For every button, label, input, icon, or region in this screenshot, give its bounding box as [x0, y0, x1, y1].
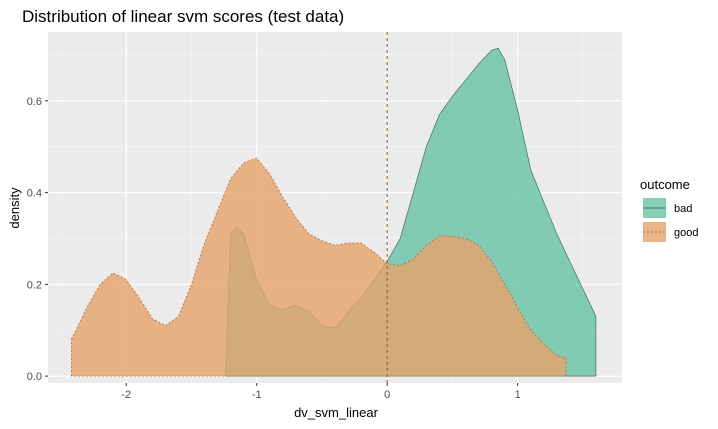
x-axis-ticks: -2 -1 0 1: [121, 383, 521, 401]
x-tick-label: 0: [384, 389, 390, 401]
x-tick-label: -2: [121, 389, 131, 401]
legend-label-good: good: [674, 227, 698, 239]
x-axis-label: dv_svm_linear: [294, 405, 378, 420]
legend-label-bad: bad: [674, 203, 692, 215]
y-tick-label: 0.6: [27, 96, 42, 108]
y-axis-label: density: [7, 187, 22, 229]
legend-swatch-good: [643, 222, 666, 242]
density-layer: [71, 47, 597, 377]
legend: outcome bad good: [640, 177, 698, 242]
y-tick-label: 0.0: [27, 371, 42, 383]
density-area-good: [71, 157, 567, 377]
y-tick-label: 0.4: [27, 188, 42, 200]
legend-title: outcome: [640, 177, 690, 192]
x-tick-label: -1: [252, 389, 262, 401]
y-tick-label: 0.2: [27, 279, 42, 291]
chart-title: Distribution of linear svm scores (test …: [22, 7, 344, 26]
y-axis-ticks: 0.0 0.2 0.4 0.6: [27, 96, 48, 383]
x-tick-label: 1: [515, 389, 521, 401]
